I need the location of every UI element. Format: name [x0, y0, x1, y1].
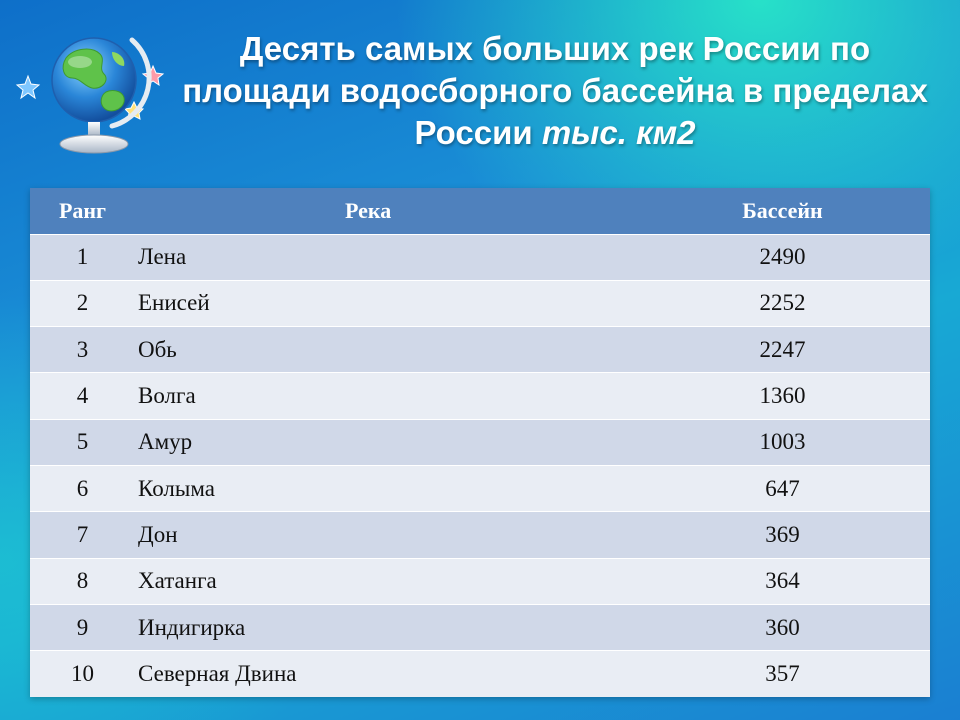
header-rank: Ранг	[58, 197, 107, 223]
cell-rank: 9	[30, 603, 135, 651]
table-row: 2 Енисей 2252	[30, 279, 930, 327]
cell-basin: 647	[635, 464, 930, 512]
cell-rank: 6	[30, 464, 135, 512]
cell-basin: 2247	[635, 326, 930, 373]
table-row: 10 Северная Двина 357	[30, 650, 930, 697]
cell-river: Обь	[135, 326, 635, 373]
cell-basin: 360	[635, 603, 930, 651]
cell-river: Амур	[135, 418, 635, 466]
cell-basin: 364	[635, 557, 930, 605]
table-row: 9 Индигирка 360	[30, 603, 930, 651]
cell-basin: 2490	[635, 233, 930, 281]
cell-rank: 1	[30, 233, 135, 281]
table-header-row: Ранг Река Бассейн	[30, 188, 930, 234]
cell-basin: 369	[635, 511, 930, 559]
table-row: 4 Волга 1360	[30, 372, 930, 420]
table-row: 7 Дон 369	[30, 511, 930, 559]
cell-rank: 8	[30, 557, 135, 605]
cell-rank: 7	[30, 511, 135, 559]
cell-river: Индигирка	[135, 603, 635, 651]
globe-icon	[15, 37, 165, 154]
table-row: 6 Колыма 647	[30, 464, 930, 512]
table-row: 3 Обь 2247	[30, 326, 930, 373]
cell-rank: 10	[30, 650, 135, 697]
cell-basin: 1360	[635, 372, 930, 420]
table-row: 8 Хатанга 364	[30, 557, 930, 605]
slide-title: Десять самых больших рек России по площа…	[170, 28, 940, 154]
cell-rank: 5	[30, 418, 135, 466]
cell-river: Северная Двина	[135, 650, 635, 697]
cell-river: Хатанга	[135, 557, 635, 605]
table-row: 5 Амур 1003	[30, 418, 930, 466]
star-icon	[15, 74, 41, 100]
cell-river: Волга	[135, 372, 635, 420]
cell-river: Енисей	[135, 279, 635, 327]
table-row: 1 Лена 2490	[30, 233, 930, 281]
cell-river: Колыма	[135, 464, 635, 512]
cell-rank: 2	[30, 279, 135, 327]
cell-basin: 1003	[635, 418, 930, 466]
cell-rank: 4	[30, 372, 135, 420]
header-river: Река	[345, 197, 392, 223]
cell-basin: 2252	[635, 279, 930, 327]
cell-river: Дон	[135, 511, 635, 559]
rivers-table-container: Ранг Река Бассейн 1 Лена 2490 2 Енисей 2…	[30, 188, 930, 697]
title-unit: тыс. км2	[541, 114, 696, 151]
title-main: Десять самых больших рек России по площа…	[182, 30, 928, 151]
header-basin: Бассейн	[742, 197, 823, 223]
cell-river: Лена	[135, 233, 635, 281]
rivers-table: Ранг Река Бассейн 1 Лена 2490 2 Енисей 2…	[30, 188, 930, 697]
cell-rank: 3	[30, 326, 135, 373]
cell-basin: 357	[635, 650, 930, 697]
